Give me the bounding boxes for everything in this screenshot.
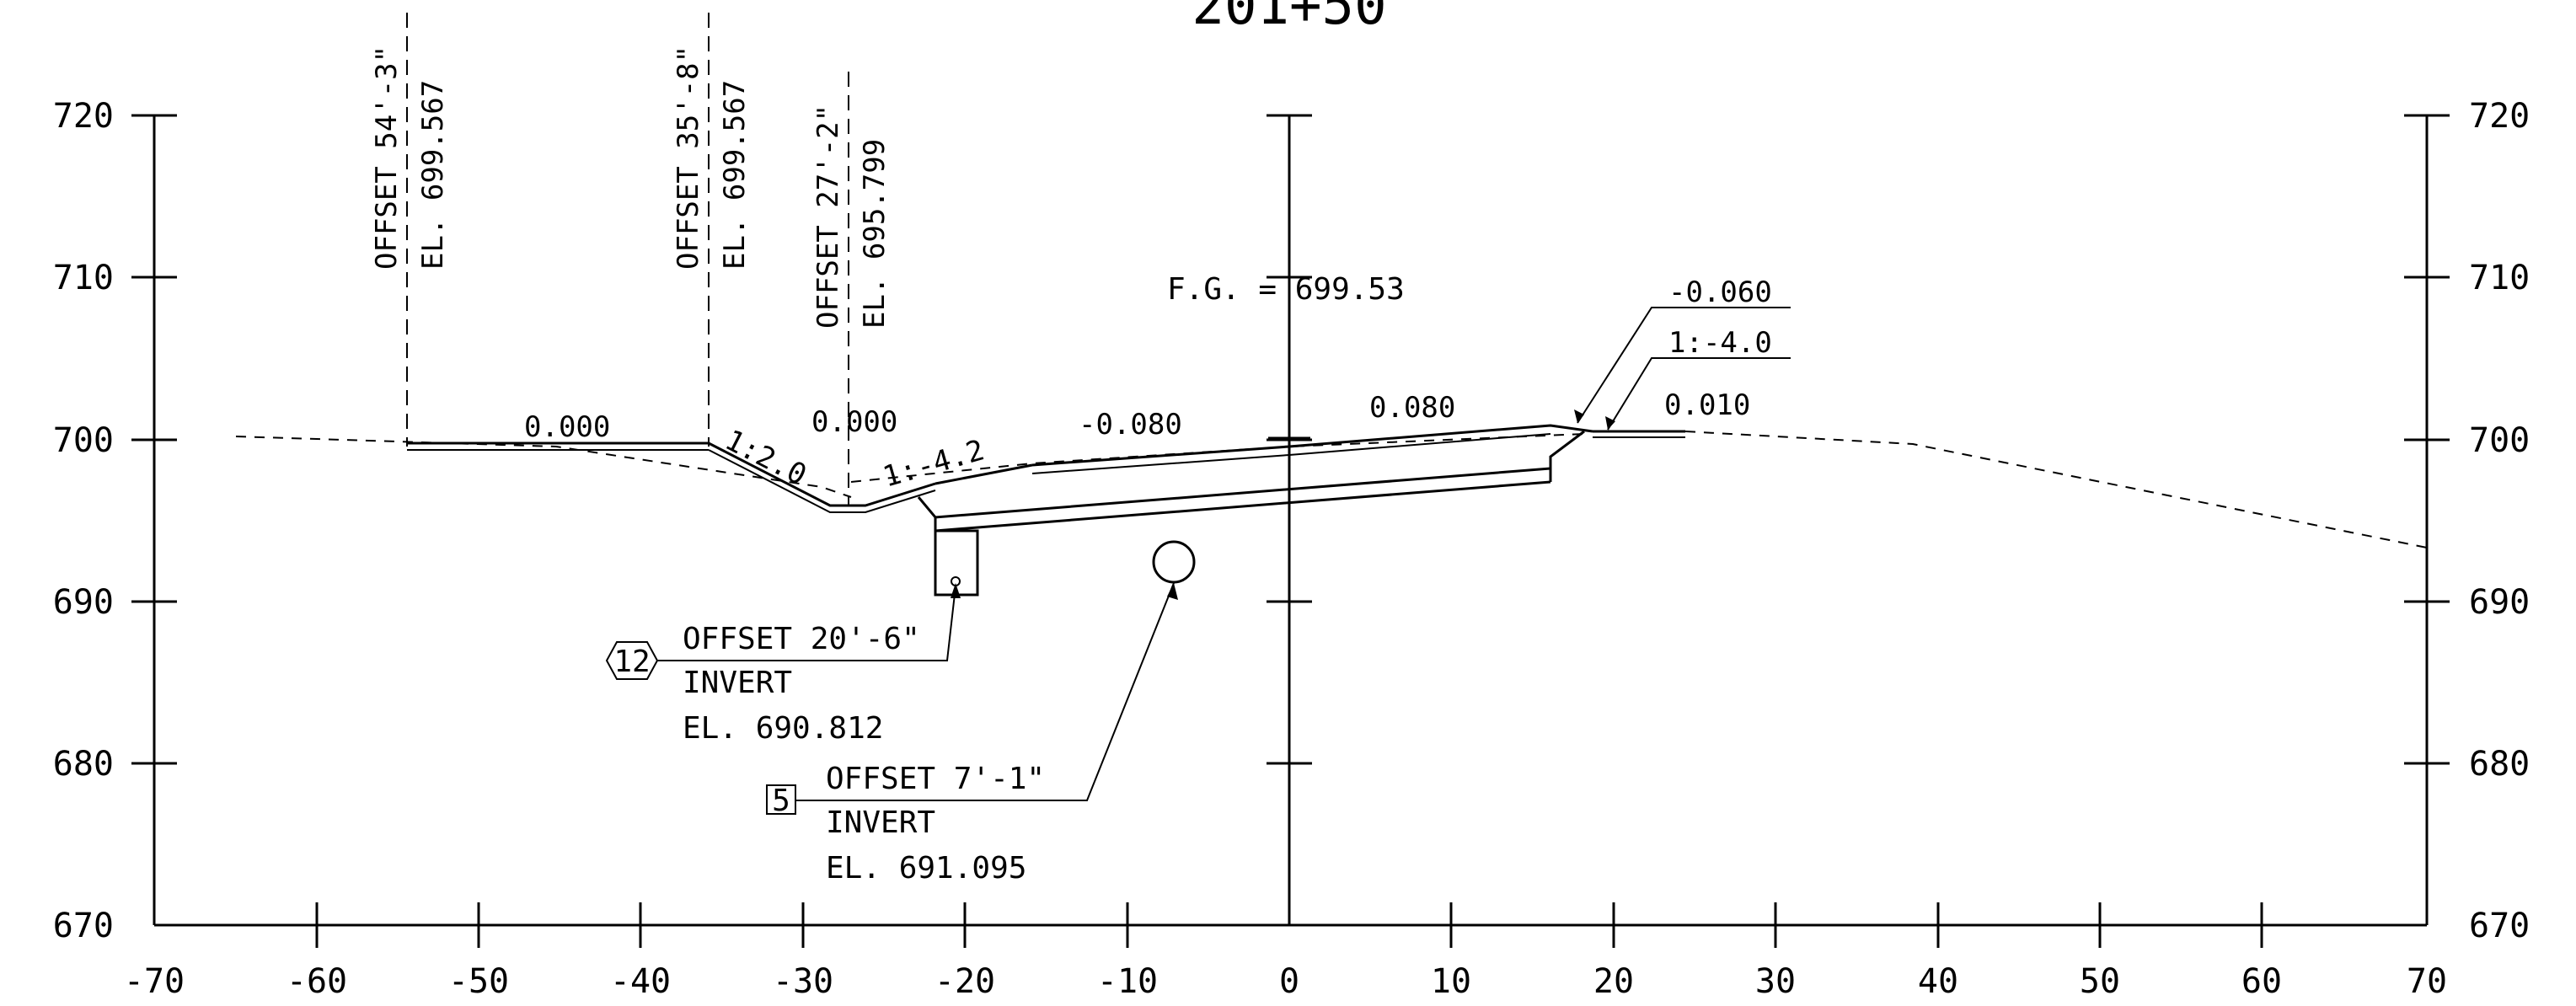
shoulder-arrow bbox=[1574, 409, 1584, 423]
x-tick-label: -60 bbox=[287, 962, 347, 1001]
existing-ground-left bbox=[235, 436, 852, 498]
left-tick-label: 690 bbox=[53, 583, 114, 622]
x-tick-label: 10 bbox=[1431, 962, 1471, 1001]
proposed-profile bbox=[407, 424, 1685, 597]
callout-12-tag: 12 bbox=[613, 645, 650, 679]
right-axis: 720 710 700 690 680 670 bbox=[2404, 97, 2530, 945]
x-tick-label: 70 bbox=[2407, 962, 2447, 1001]
x-tick-label: -30 bbox=[773, 962, 833, 1001]
x-tick-label: 40 bbox=[1918, 962, 1958, 1001]
x-tick-label: 20 bbox=[1593, 962, 1634, 1001]
bottom-axis: -70 -60 -50 -40 -30 -20 -10 0 10 20 30 4… bbox=[124, 902, 2447, 1001]
x-tick-label: 30 bbox=[1755, 962, 1796, 1001]
left-tick-label: 710 bbox=[53, 259, 114, 297]
offset-27-label: OFFSET 27'-2" bbox=[811, 104, 845, 329]
x-tick-label: -70 bbox=[124, 962, 185, 1001]
left-tick-label: 680 bbox=[53, 745, 114, 784]
callout-12-line1: OFFSET 20'-6" bbox=[683, 622, 920, 656]
slope-ditch-bottom: 0.000 bbox=[811, 405, 897, 439]
callout-5-line3: EL. 691.095 bbox=[826, 851, 1026, 886]
slope-lane-right: 0.080 bbox=[1369, 391, 1455, 425]
callout-inlet: 12 OFFSET 20'-6" INVERT EL. 690.812 bbox=[605, 583, 961, 746]
x-tick-label: 0 bbox=[1279, 962, 1299, 1001]
existing-ground-right bbox=[1684, 431, 2428, 548]
offset-27-elevation: EL. 695.799 bbox=[858, 139, 892, 329]
right-tick-label: 680 bbox=[2469, 745, 2530, 784]
offset-35-label: OFFSET 35'-8" bbox=[672, 45, 705, 270]
callout-12-line3: EL. 690.812 bbox=[683, 711, 883, 746]
right-tick-label: 720 bbox=[2469, 97, 2530, 136]
slope-right-flat: 0.010 bbox=[1664, 388, 1750, 422]
centerline bbox=[1267, 114, 1312, 925]
callout-5-line1: OFFSET 7'-1" bbox=[826, 762, 1045, 796]
offset-35-elevation: EL. 699.567 bbox=[718, 80, 752, 270]
right-tick-label: 700 bbox=[2469, 421, 2530, 460]
x-tick-label: -40 bbox=[610, 962, 671, 1001]
left-axis: 720 710 700 690 680 670 bbox=[53, 97, 177, 945]
offset-54-elevation: EL. 699.567 bbox=[416, 80, 450, 270]
x-tick-label: -50 bbox=[448, 962, 509, 1001]
left-tick-label: 670 bbox=[53, 907, 114, 945]
slope-lane-left: -0.080 bbox=[1079, 408, 1182, 441]
x-tick-label: -20 bbox=[935, 962, 995, 1001]
right-tick-label: 670 bbox=[2469, 907, 2530, 945]
x-tick-label: -10 bbox=[1097, 962, 1158, 1001]
finished-grade-label: F.G. = 699.53 bbox=[1167, 272, 1405, 307]
fill-slope-leader bbox=[1607, 357, 1791, 431]
station-title: 201+50 bbox=[1192, 0, 1386, 37]
pipe-circle bbox=[1152, 540, 1196, 584]
right-tick-label: 690 bbox=[2469, 583, 2530, 622]
callout-5-line2: INVERT bbox=[826, 805, 935, 840]
right-tick-label: 710 bbox=[2469, 259, 2530, 297]
callout-12-line2: INVERT bbox=[683, 666, 792, 700]
x-tick-label: 60 bbox=[2241, 962, 2282, 1001]
slope-left-flat: 0.000 bbox=[524, 410, 610, 444]
fill-slope-arrow bbox=[1605, 416, 1615, 430]
callout-5-tag: 5 bbox=[772, 784, 790, 818]
slope-fill: 1:-4.0 bbox=[1668, 326, 1772, 360]
slope-ditch-left: 1:2.0 bbox=[720, 423, 811, 492]
slope-shoulder: -0.060 bbox=[1668, 276, 1772, 309]
shoulder-leader bbox=[1577, 307, 1791, 424]
left-tick-label: 720 bbox=[53, 97, 114, 136]
offset-54-label: OFFSET 54'-3" bbox=[370, 45, 404, 270]
callout-pipe: 5 OFFSET 7'-1" INVERT EL. 691.095 bbox=[766, 582, 1178, 886]
x-tick-label: 50 bbox=[2080, 962, 2120, 1001]
left-tick-label: 700 bbox=[53, 421, 114, 460]
